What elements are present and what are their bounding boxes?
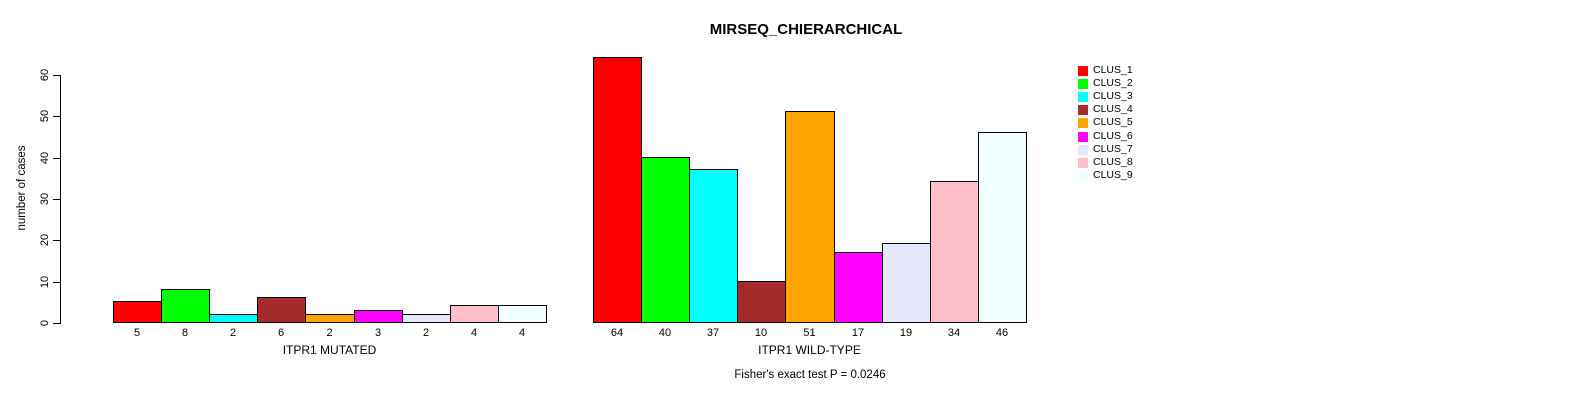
y-tick-label: 0 [39, 319, 51, 327]
legend-swatch-clus_5 [1078, 118, 1088, 128]
legend-label-clus_8: CLUS_8 [1093, 156, 1133, 168]
legend-swatch-clus_3 [1078, 92, 1088, 102]
bar-value-label: 64 [610, 327, 624, 339]
bar-clus_4-mutated [257, 297, 306, 323]
bar-clus_2-wild-type [641, 157, 690, 323]
x-axis-group-label: ITPR1 WILD-TYPE [758, 343, 861, 357]
bar-clus_1-mutated [113, 301, 162, 323]
bar-clus_7-mutated [402, 314, 451, 323]
legend-label-clus_4: CLUS_4 [1093, 103, 1133, 115]
y-tick [53, 240, 60, 241]
y-axis-line [60, 75, 61, 324]
bar-clus_9-wild-type [978, 132, 1027, 323]
bar-value-label: 34 [947, 327, 961, 339]
fisher-test-annotation: Fisher's exact test P = 0.0246 [734, 369, 886, 381]
bar-clus_9-mutated [498, 305, 547, 323]
bar-clus_3-wild-type [689, 169, 738, 323]
legend-swatch-clus_1 [1078, 66, 1088, 76]
legend-label-clus_7: CLUS_7 [1093, 143, 1133, 155]
legend-label-clus_3: CLUS_3 [1093, 90, 1133, 102]
legend-swatch-clus_7 [1078, 145, 1088, 155]
bar-value-label: 4 [518, 327, 526, 339]
bar-value-label: 40 [658, 327, 672, 339]
y-tick [53, 158, 60, 159]
legend-swatch-clus_9 [1078, 171, 1088, 181]
legend-label-clus_9: CLUS_9 [1093, 169, 1133, 181]
bar-value-label: 5 [133, 327, 141, 339]
bar-clus_6-wild-type [834, 252, 883, 323]
y-axis-title: number of cases [16, 145, 28, 231]
legend-label-clus_6: CLUS_6 [1093, 130, 1133, 142]
bar-value-label: 4 [470, 327, 478, 339]
chart-title: MIRSEQ_CHIERARCHICAL [709, 21, 903, 38]
bar-clus_7-wild-type [882, 243, 931, 323]
bar-value-label: 17 [851, 327, 865, 339]
y-tick-label: 40 [39, 151, 51, 165]
bar-value-label: 2 [422, 327, 430, 339]
legend-swatch-clus_4 [1078, 105, 1088, 115]
y-tick [53, 323, 60, 324]
bar-value-label: 10 [754, 327, 768, 339]
bar-clus_8-mutated [450, 305, 499, 323]
bar-value-label: 51 [803, 327, 816, 339]
bar-clus_2-mutated [161, 289, 210, 323]
bar-value-label: 2 [326, 327, 333, 339]
bar-value-label: 37 [706, 327, 720, 339]
legend-label-clus_2: CLUS_2 [1093, 77, 1133, 89]
x-axis-group-label: ITPR1 MUTATED [282, 343, 377, 357]
bar-clus_3-mutated [209, 314, 258, 323]
y-tick-label: 60 [39, 68, 51, 82]
bar-value-label: 46 [995, 327, 1009, 339]
y-tick [53, 75, 60, 76]
y-tick-label: 20 [39, 233, 51, 247]
bar-clus_1-wild-type [593, 57, 642, 323]
legend-label-clus_1: CLUS_1 [1093, 64, 1133, 76]
bar-clus_6-mutated [354, 310, 403, 323]
y-tick [53, 282, 60, 283]
y-tick-label: 50 [39, 109, 51, 123]
legend-swatch-clus_2 [1078, 79, 1088, 89]
bar-value-label: 8 [181, 327, 189, 339]
y-tick-label: 30 [39, 192, 51, 206]
y-tick-label: 10 [39, 275, 51, 289]
legend-swatch-clus_6 [1078, 132, 1088, 142]
bar-value-label: 2 [229, 327, 237, 339]
bar-value-label: 6 [277, 327, 285, 339]
bar-clus_8-wild-type [930, 181, 979, 323]
legend-label-clus_5: CLUS_5 [1093, 116, 1133, 128]
y-tick [53, 199, 60, 200]
y-tick [53, 116, 60, 117]
bar-clus_4-wild-type [737, 281, 786, 323]
legend-swatch-clus_8 [1078, 158, 1088, 168]
bar-value-label: 3 [374, 327, 382, 339]
bar-clus_5-wild-type [785, 111, 835, 323]
bar-value-label: 19 [899, 327, 913, 339]
bar-clus_5-mutated [305, 314, 355, 323]
